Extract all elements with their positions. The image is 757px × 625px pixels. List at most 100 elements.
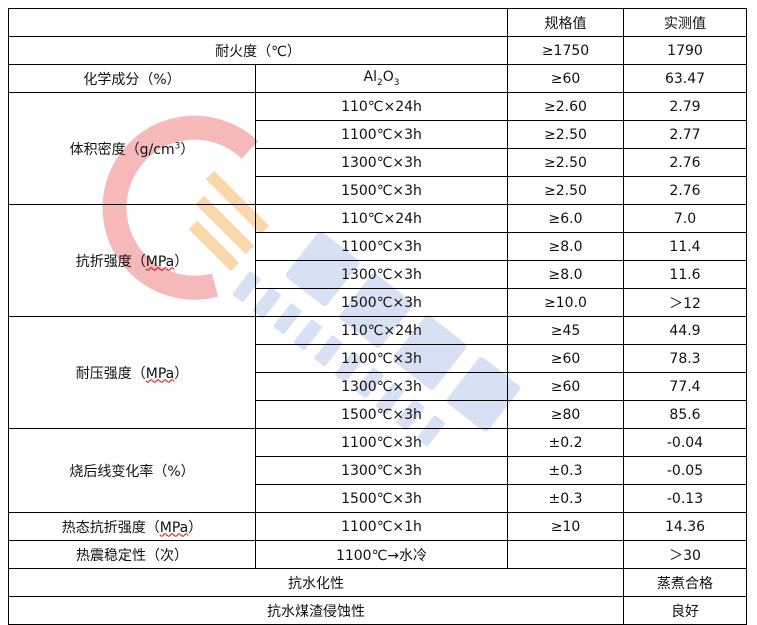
measured-cell: 2.77 <box>623 120 747 149</box>
spec-cell: ≥2.60 <box>507 92 624 121</box>
cond-cell: 1300℃×3h <box>255 456 508 485</box>
table-row: 耐压强度（MPa） 110℃×24h ≥45 44.9 <box>8 316 747 429</box>
row-label: 耐压强度（MPa） <box>8 316 256 429</box>
measured-cell: 77.4 <box>623 372 747 401</box>
cond-cell: Al2O3 <box>255 64 508 93</box>
header-blank <box>8 8 508 37</box>
formula-part: O <box>382 69 394 86</box>
cond-cell: 1100℃×3h <box>255 344 508 373</box>
table-row: 1500℃×3h ≥80 85.6 <box>9 400 747 429</box>
table-row: 抗水煤渣侵蚀性 良好 <box>8 596 747 625</box>
measured-cell: 11.4 <box>623 232 747 261</box>
table-row: 抗折强度（MPa） 110℃×24h ≥6.0 7.0 <box>8 204 747 317</box>
label-text: 体积密度（g/cm <box>69 141 175 158</box>
table-row: 1500℃×3h ±0.3 -0.13 <box>9 484 747 513</box>
table-row: 烧后线变化率（%） 1100℃×3h ±0.2 -0.04 <box>8 428 747 513</box>
spec-cell: ≥10 <box>507 512 624 541</box>
spec-cell: ≥2.50 <box>507 120 624 149</box>
measured-cell: -0.05 <box>623 456 747 485</box>
measured-cell: 14.36 <box>623 512 747 541</box>
row-label: 热震稳定性（次） <box>8 540 256 569</box>
spec-cell: ≥45 <box>507 316 624 345</box>
label-unit: MPa <box>159 519 189 536</box>
measured-cell: ＞12 <box>623 288 747 317</box>
row-label: 化学成分（%） <box>8 64 256 93</box>
measured-cell: 2.76 <box>623 176 747 205</box>
measured-cell: 良好 <box>623 596 747 625</box>
label-text: 耐压强度（ <box>75 365 146 382</box>
label-end: ） <box>180 141 195 158</box>
row-label: 体积密度（g/cm3） <box>8 92 256 205</box>
cond-cell: 1100℃×3h <box>255 232 508 261</box>
spec-cell: ±0.3 <box>507 484 624 513</box>
row-label: 耐火度（℃） <box>8 36 508 65</box>
spec-cell: ≥6.0 <box>507 204 624 233</box>
formula-part: Al <box>363 69 377 86</box>
spec-cell: ≥60 <box>507 64 624 93</box>
spec-cell: ±0.2 <box>507 428 624 457</box>
cond-cell: 1100℃×1h <box>255 512 508 541</box>
measured-cell: 2.76 <box>623 148 747 177</box>
measured-cell: 78.3 <box>623 344 747 373</box>
spec-cell <box>507 540 624 569</box>
spec-cell: ≥10.0 <box>507 288 624 317</box>
measured-cell: 85.6 <box>623 400 747 429</box>
formula-sub: 2 <box>376 77 383 88</box>
table-row: 1300℃×3h ≥8.0 11.6 <box>9 260 747 289</box>
label-text: 烧后线变化率（%） <box>69 463 195 480</box>
table-row: 抗水化性 蒸煮合格 <box>8 568 747 597</box>
table-row: 耐火度（℃） ≥1750 1790 <box>8 36 747 65</box>
cond-cell: 110℃×24h <box>255 92 508 121</box>
table-row: 热态抗折强度（MPa） 1100℃×1h ≥10 14.36 <box>8 512 747 541</box>
cond-cell: 1500℃×3h <box>255 400 508 429</box>
cond-cell: 1500℃×3h <box>255 288 508 317</box>
label-text: 热震稳定性（次） <box>76 547 188 564</box>
measured-cell: -0.13 <box>623 484 747 513</box>
row-label: 热态抗折强度（MPa） <box>8 512 256 541</box>
label-end: ） <box>188 519 203 536</box>
spec-cell: ≥80 <box>507 400 624 429</box>
label-unit: MPa <box>145 365 175 382</box>
table-row: 1100℃×3h ≥8.0 11.4 <box>9 232 747 261</box>
measured-cell: 蒸煮合格 <box>623 568 747 597</box>
spec-cell: ≥2.50 <box>507 176 624 205</box>
table-row: 1100℃×3h ≥2.50 2.77 <box>9 120 747 149</box>
spec-cell: ≥8.0 <box>507 232 624 261</box>
cond-cell: 1300℃×3h <box>255 372 508 401</box>
cond-cell: 1100℃→水冷 <box>255 540 508 569</box>
measured-cell: 63.47 <box>623 64 747 93</box>
formula-sub: 3 <box>393 77 400 88</box>
label-unit: MPa <box>145 253 175 270</box>
table-row: 1300℃×3h ≥60 77.4 <box>9 372 747 401</box>
cond-cell: 1500℃×3h <box>255 484 508 513</box>
spec-cell: ±0.3 <box>507 456 624 485</box>
header-row: 规格值 实测值 <box>8 8 747 37</box>
header-measured: 实测值 <box>623 8 747 37</box>
table-row: 1500℃×3h ≥10.0 ＞12 <box>9 288 747 317</box>
spec-cell: ≥8.0 <box>507 260 624 289</box>
properties-table: 规格值 实测值 耐火度（℃） ≥1750 1790 化学成分（%） Al2O3 ≥60 63… <box>8 8 747 625</box>
table-row: 1300℃×3h ≥2.50 2.76 <box>9 148 747 177</box>
table-row: 热震稳定性（次） 1100℃→水冷 ＞30 <box>8 540 747 569</box>
measured-cell: 44.9 <box>623 316 747 345</box>
label-end: ） <box>174 365 189 382</box>
spec-cell: ≥60 <box>507 372 624 401</box>
table-row: 1300℃×3h ±0.3 -0.05 <box>9 456 747 485</box>
spec-cell: ≥2.50 <box>507 148 624 177</box>
cond-cell: 1300℃×3h <box>255 260 508 289</box>
cond-cell: 1100℃×3h <box>255 120 508 149</box>
cond-cell: 110℃×24h <box>255 316 508 345</box>
table-row: 体积密度（g/cm3） 110℃×24h ≥2.60 2.79 <box>8 92 747 205</box>
label-end: ） <box>174 253 189 270</box>
header-spec: 规格值 <box>507 8 624 37</box>
row-label: 抗水煤渣侵蚀性 <box>8 596 624 625</box>
spec-cell: ≥60 <box>507 344 624 373</box>
measured-cell: ＞30 <box>623 540 747 569</box>
measured-cell: -0.04 <box>623 428 747 457</box>
measured-cell: 2.79 <box>623 92 747 121</box>
spec-cell: ≥1750 <box>507 36 624 65</box>
cond-cell: 110℃×24h <box>255 204 508 233</box>
table-row: 化学成分（%） Al2O3 ≥60 63.47 <box>8 64 747 93</box>
row-label: 抗折强度（MPa） <box>8 204 256 317</box>
measured-cell: 7.0 <box>623 204 747 233</box>
